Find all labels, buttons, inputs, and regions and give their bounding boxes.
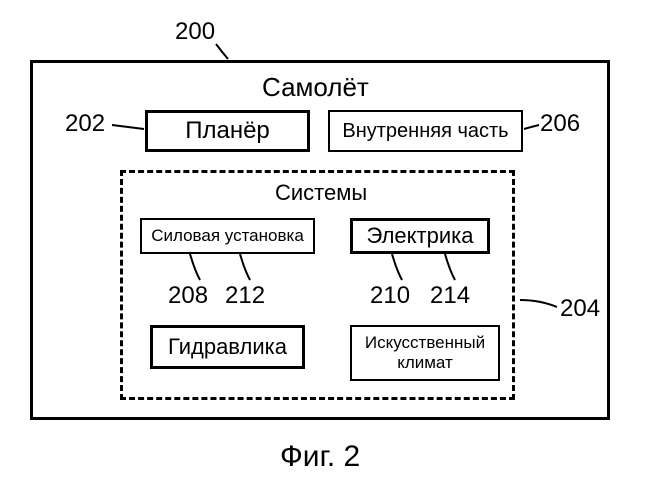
diagram-canvas: 200 Самолёт Планёр 202 Внутренняя часть … [0,0,660,500]
leader-214 [0,0,660,500]
figure-caption: Фиг. 2 [280,440,360,474]
